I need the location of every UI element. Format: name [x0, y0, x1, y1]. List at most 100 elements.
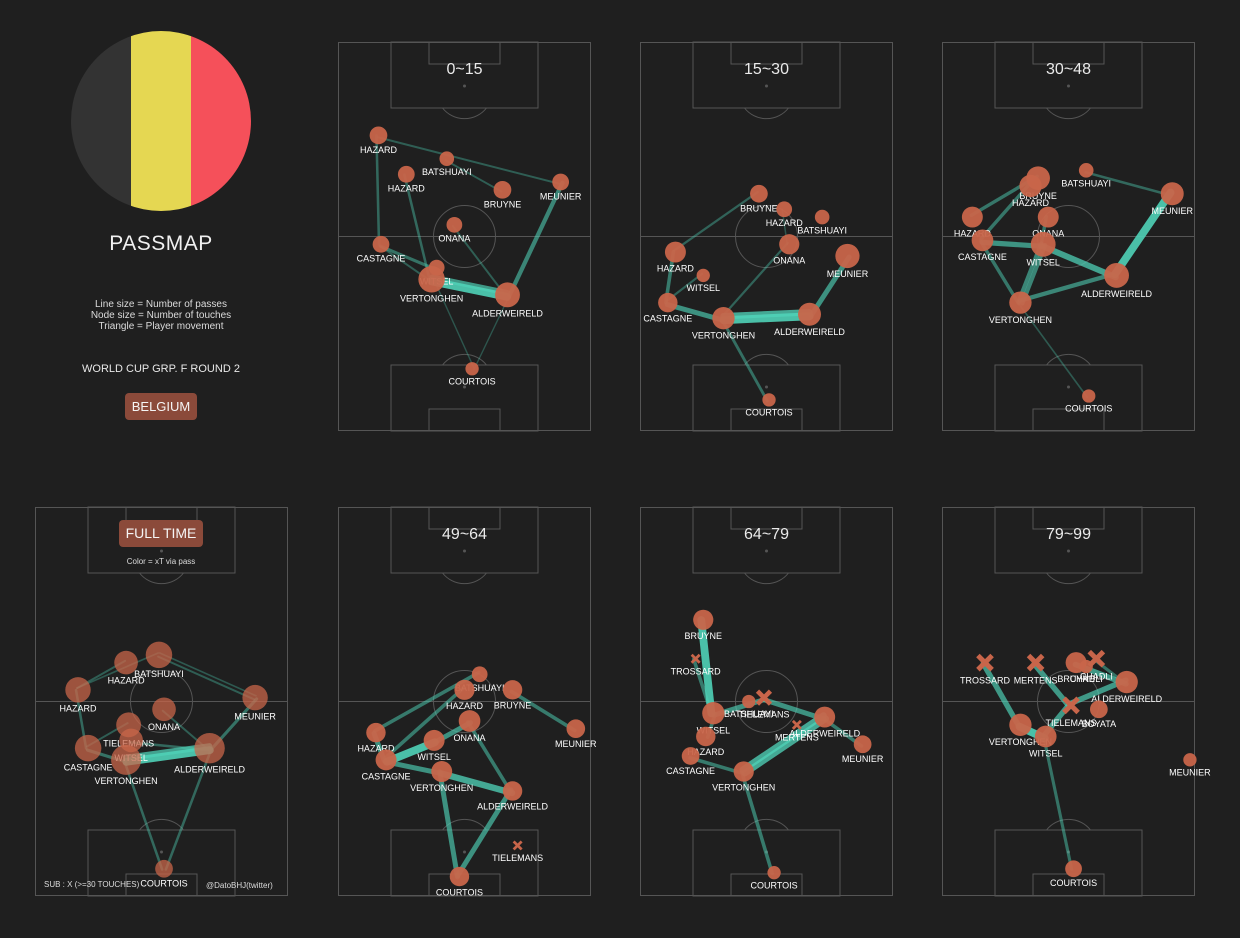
credit: @DatoBHJ(twitter): [206, 881, 273, 890]
pass-edge: [673, 190, 759, 252]
pass-edge: [1111, 188, 1175, 279]
player-node: [493, 180, 512, 199]
full-time-badge: FULL TIME: [119, 520, 203, 547]
pass-edge: [739, 712, 827, 774]
player-label: CASTAGNE: [666, 766, 715, 776]
pass-edge: [509, 689, 577, 733]
pitch-markings: [640, 506, 893, 897]
player-label: ONANA: [438, 234, 470, 244]
player-node: [1030, 231, 1056, 257]
player-label: HAZARD: [388, 184, 426, 194]
player-node: [495, 282, 520, 308]
player-label: CASTAGNE: [643, 313, 692, 323]
player-label: COURTOIS: [448, 376, 495, 386]
panel-title: 30~48: [1046, 61, 1091, 78]
full-time-color-note: Color = xT via pass: [126, 557, 196, 566]
player-node: [458, 710, 481, 732]
player-label: TIELEMANS: [738, 709, 789, 719]
player-node: [152, 697, 176, 722]
player-label: MEUNIER: [827, 269, 869, 279]
player-node: [971, 229, 994, 252]
player-label: BRUYNE: [684, 631, 722, 641]
player-node-sub: [791, 719, 802, 730]
player-node: [431, 761, 453, 782]
player-node: [1065, 860, 1082, 878]
flag-black-stripe: [71, 31, 131, 211]
player-node: [372, 235, 390, 253]
player-label: VERTONGHEN: [989, 737, 1052, 747]
player-node: [366, 722, 386, 743]
pass-edge: [760, 697, 827, 722]
player-label: CASTAGNE: [64, 762, 113, 772]
player-node: [712, 307, 735, 330]
pass-edge: [1039, 243, 1119, 281]
player-label: CASTAGNE: [362, 771, 411, 781]
pass-edges: [375, 134, 565, 371]
pass-edge: [720, 241, 789, 318]
passmap-title: PASSMAP: [109, 232, 213, 255]
player-label: ALDERWEIRELD: [477, 802, 548, 812]
pass-edge: [466, 720, 513, 794]
player-label: CASTAGNE: [958, 252, 1007, 262]
player-label: BRUYNE: [494, 701, 532, 711]
player-label: COURTOIS: [745, 408, 792, 418]
pass-edge: [451, 225, 507, 298]
pitch-panel-30-48: 30~48BRUYNEHAZARDBATSHUAYIMEUNIERONANAHA…: [942, 41, 1195, 432]
pass-edge: [979, 182, 1031, 241]
flag-yellow-stripe: [131, 31, 191, 211]
player-node: [471, 666, 488, 683]
player-label: MEUNIER: [842, 754, 884, 764]
player-node-sub: [1062, 696, 1080, 715]
player-node: [566, 719, 586, 739]
player-node-sub: [1026, 653, 1045, 672]
player-label: CASTAGNE: [357, 254, 406, 264]
player-label: MERTENS: [775, 733, 819, 743]
player-node: [449, 866, 470, 887]
player-node: [1104, 262, 1129, 288]
player-label: MEUNIER: [540, 191, 582, 201]
player-node: [696, 268, 710, 283]
player-node: [114, 650, 138, 675]
player-label: COURTOIS: [750, 880, 797, 890]
sub-note: SUB : X (>=30 TOUCHES): [44, 880, 140, 889]
player-node: [1009, 713, 1032, 737]
match-label: WORLD CUP GRP. F ROUND 2: [82, 363, 240, 375]
player-label: HAZARD: [357, 743, 395, 753]
player-label: BRUYNE: [1019, 191, 1057, 201]
pass-edge: [473, 295, 511, 371]
player-label: COURTOIS: [1050, 878, 1097, 888]
player-label: BRUYNE: [740, 204, 778, 214]
player-label: VERTONGHEN: [94, 776, 157, 786]
player-label: ONANA: [454, 733, 486, 743]
player-label: MEUNIER: [555, 739, 597, 749]
legend-node-size: Node size = Number of touches: [90, 310, 232, 321]
pass-edge: [719, 312, 814, 325]
pass-edge: [740, 770, 774, 876]
player-node: [702, 702, 725, 725]
player-label: TIELEMANS: [1046, 718, 1097, 728]
player-node: [369, 126, 388, 145]
player-node: [733, 761, 754, 782]
player-label: HAZARD: [1012, 198, 1050, 208]
player-label: VERTONGHEN: [692, 330, 755, 340]
legend-triangle: Triangle = Player movement: [98, 321, 224, 332]
player-label: ONANA: [773, 255, 805, 265]
pass-edge: [1042, 735, 1074, 871]
player-node: [111, 744, 142, 775]
pass-edge: [382, 686, 465, 761]
player-node-sub: [512, 840, 523, 851]
pass-edge: [164, 747, 213, 871]
player-label: TIELEMANS: [492, 853, 543, 863]
panel-title: 64~79: [744, 526, 789, 543]
player-label: HAZARD: [657, 264, 695, 274]
pass-edge: [158, 652, 257, 697]
legend-line-size: Line size = Number of passes: [94, 299, 227, 310]
player-label: WITSEL: [1026, 258, 1060, 268]
pass-edge: [720, 317, 769, 403]
pass-edge: [377, 136, 562, 185]
player-nodes: BATSHUAYIHAZARDHAZARDMEUNIERONANATIELEMA…: [60, 641, 276, 889]
player-node: [681, 747, 700, 765]
player-node: [1078, 163, 1094, 178]
